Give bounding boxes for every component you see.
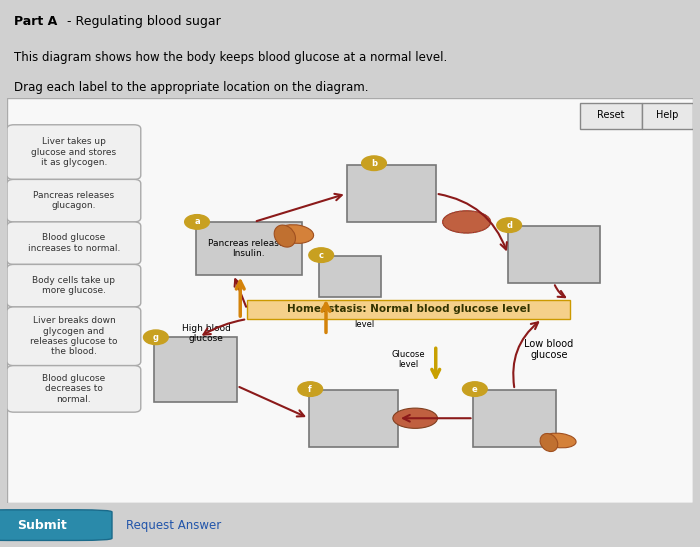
Text: g: g <box>153 333 159 342</box>
Text: Reset: Reset <box>597 110 624 120</box>
Text: Body cells take up
more glucose.: Body cells take up more glucose. <box>32 276 116 295</box>
FancyBboxPatch shape <box>642 102 693 129</box>
FancyBboxPatch shape <box>473 390 556 446</box>
FancyBboxPatch shape <box>508 226 601 283</box>
Text: - Regulating blood sugar: - Regulating blood sugar <box>63 15 220 28</box>
Text: Request Answer: Request Answer <box>126 519 221 532</box>
Ellipse shape <box>276 225 314 243</box>
Ellipse shape <box>393 408 438 428</box>
Text: a: a <box>194 217 199 226</box>
Circle shape <box>144 330 168 345</box>
Text: Drag each label to the appropriate location on the diagram.: Drag each label to the appropriate locat… <box>14 81 368 94</box>
Text: f: f <box>308 385 312 394</box>
Circle shape <box>298 382 323 397</box>
Circle shape <box>463 382 487 397</box>
FancyBboxPatch shape <box>7 222 141 264</box>
Text: Pancreas releases
Insulin.: Pancreas releases Insulin. <box>208 238 289 258</box>
Ellipse shape <box>540 434 558 451</box>
FancyBboxPatch shape <box>7 98 693 503</box>
Text: Liver breaks down
glycogen and
releases glucose to
the blood.: Liver breaks down glycogen and releases … <box>30 316 118 356</box>
Text: Blood glucose
increases to normal.: Blood glucose increases to normal. <box>28 234 120 253</box>
FancyBboxPatch shape <box>247 300 570 319</box>
Text: Low blood
glucose: Low blood glucose <box>524 339 573 360</box>
Circle shape <box>309 248 333 263</box>
FancyBboxPatch shape <box>580 102 641 129</box>
FancyBboxPatch shape <box>309 390 398 446</box>
FancyBboxPatch shape <box>7 125 141 179</box>
Ellipse shape <box>542 433 576 448</box>
FancyBboxPatch shape <box>7 179 141 222</box>
FancyBboxPatch shape <box>346 165 435 222</box>
Circle shape <box>362 156 386 171</box>
Circle shape <box>185 214 209 229</box>
Text: Liver takes up
glucose and stores
it as glycogen.: Liver takes up glucose and stores it as … <box>32 137 116 167</box>
Text: This diagram shows how the body keeps blood glucose at a normal level.: This diagram shows how the body keeps bl… <box>14 51 447 64</box>
Text: b: b <box>371 159 377 168</box>
Ellipse shape <box>274 225 295 247</box>
Text: Pancreas releases
glucagon.: Pancreas releases glucagon. <box>34 191 114 211</box>
FancyBboxPatch shape <box>7 264 141 307</box>
Text: Glucose
level: Glucose level <box>348 310 382 329</box>
Text: Help: Help <box>657 110 679 120</box>
FancyBboxPatch shape <box>196 222 302 275</box>
Text: Submit: Submit <box>17 519 67 532</box>
FancyBboxPatch shape <box>7 365 141 412</box>
Ellipse shape <box>442 211 491 233</box>
Text: Part A: Part A <box>14 15 57 28</box>
FancyBboxPatch shape <box>0 510 112 540</box>
Text: High blood
glucose: High blood glucose <box>181 323 230 343</box>
FancyBboxPatch shape <box>7 307 141 365</box>
Text: c: c <box>318 251 323 260</box>
Text: Blood glucose
decreases to
normal.: Blood glucose decreases to normal. <box>42 374 106 404</box>
FancyBboxPatch shape <box>155 337 237 402</box>
Text: Glucose
level: Glucose level <box>391 350 425 369</box>
Text: Homeostasis: Normal blood glucose level: Homeostasis: Normal blood glucose level <box>286 304 530 315</box>
FancyBboxPatch shape <box>319 257 381 297</box>
Text: d: d <box>506 220 512 230</box>
Circle shape <box>497 218 522 232</box>
Text: e: e <box>472 385 477 394</box>
